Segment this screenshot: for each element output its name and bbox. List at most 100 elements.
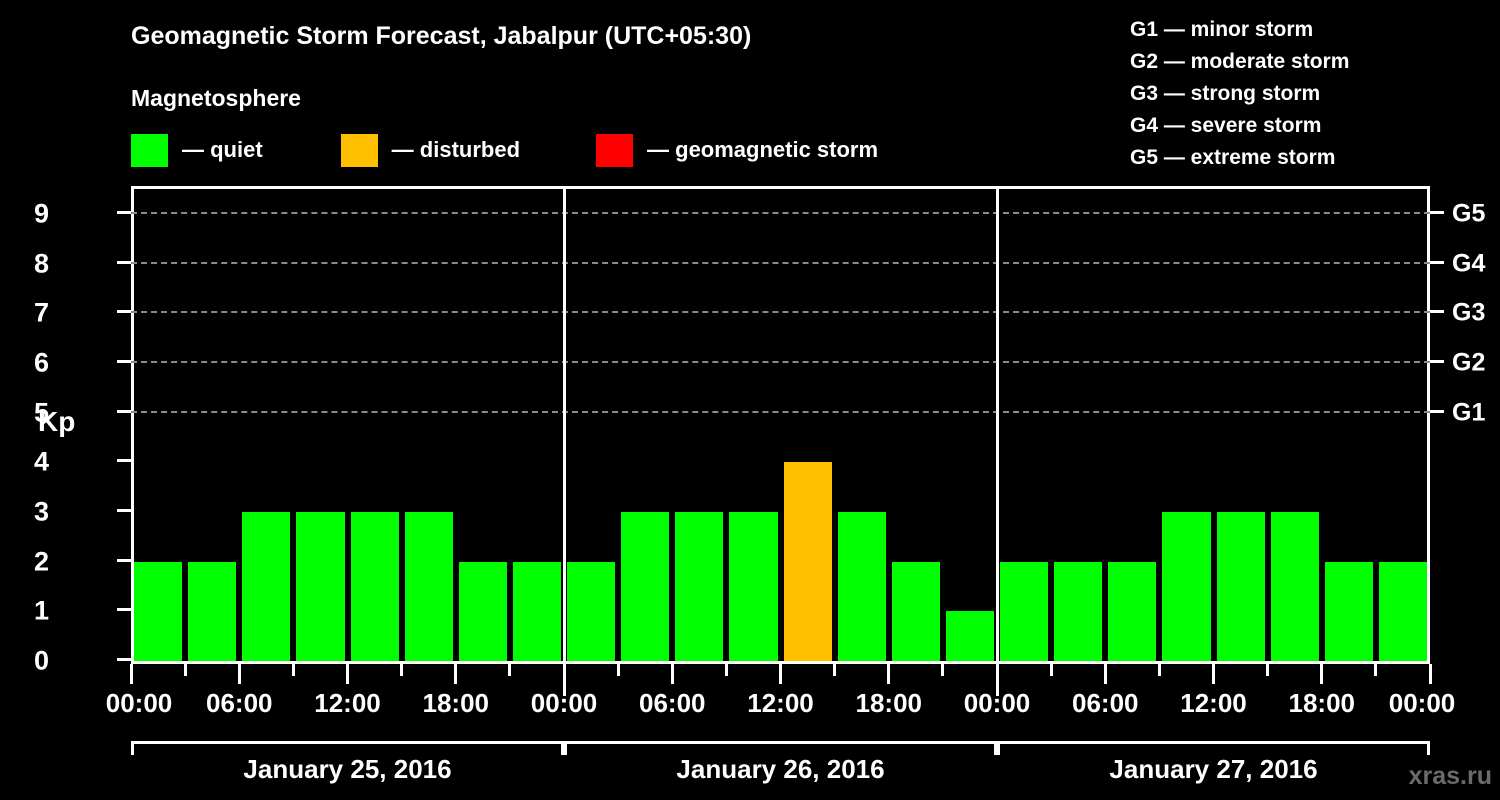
bar xyxy=(1162,511,1211,661)
day-divider-1 xyxy=(562,186,566,664)
x-label-0: 00:00 xyxy=(105,688,173,718)
bar xyxy=(1054,561,1103,661)
x-tick-5 xyxy=(400,664,404,676)
x-tick-3 xyxy=(291,664,295,676)
y-label-8: 8 xyxy=(33,248,49,279)
legend-label-quiet: — quiet xyxy=(182,137,263,162)
y-tick-7 xyxy=(117,310,131,314)
bar xyxy=(1270,511,1319,661)
g-scale-line-3: G3 — strong storm xyxy=(1130,82,1321,105)
y-tick-9 xyxy=(117,210,131,214)
bar xyxy=(1108,561,1157,661)
right-tick-G5 xyxy=(1430,210,1444,214)
bar-series xyxy=(131,186,1430,664)
bar xyxy=(188,561,237,661)
bar xyxy=(458,561,507,661)
magnetosphere-label: Magnetosphere xyxy=(131,85,301,111)
bar xyxy=(891,561,940,661)
right-label-G2: G2 xyxy=(1452,348,1486,377)
g-scale-line-2: G2 — moderate storm xyxy=(1130,50,1350,73)
bar xyxy=(134,561,183,661)
y-label-9: 9 xyxy=(33,198,49,229)
legend-item-quiet: — quiet xyxy=(131,133,263,167)
gridline-kp-9 xyxy=(131,211,1430,214)
bar xyxy=(945,611,994,661)
legend-swatch-quiet xyxy=(131,133,168,167)
x-label-9: 06:00 xyxy=(1072,688,1139,718)
right-tick-G2 xyxy=(1430,359,1444,363)
x-tick-1 xyxy=(183,664,187,676)
bar xyxy=(675,511,724,661)
x-tick-0 xyxy=(129,664,133,684)
x-label-11: 18:00 xyxy=(1288,688,1356,718)
bar xyxy=(1000,561,1049,661)
legend-label-disturbed: — disturbed xyxy=(391,137,521,162)
y-tick-4 xyxy=(117,459,131,463)
right-label-G4: G4 xyxy=(1452,249,1486,278)
x-tick-23 xyxy=(1374,664,1378,676)
y-label-4: 4 xyxy=(33,446,49,477)
bar xyxy=(729,511,778,661)
x-label-5: 06:00 xyxy=(639,688,706,718)
date-band-line-3 xyxy=(997,741,1430,744)
x-tick-10 xyxy=(670,664,674,684)
bar xyxy=(837,511,886,661)
bar xyxy=(1324,561,1373,661)
x-tick-12 xyxy=(779,664,782,684)
legend-swatch-disturbed xyxy=(340,133,378,167)
x-tick-24 xyxy=(1428,664,1432,684)
y-tick-1 xyxy=(117,608,131,612)
date-band-line-1 xyxy=(131,741,564,744)
right-label-G3: G3 xyxy=(1452,298,1486,327)
date-band-line-2 xyxy=(564,741,997,744)
bar xyxy=(242,511,291,661)
x-label-6: 12:00 xyxy=(747,688,814,718)
gridline-kp-7 xyxy=(131,311,1430,314)
date-label-1: January 25, 2016 xyxy=(243,754,452,784)
y-axis-title: Kp xyxy=(38,406,76,437)
gridline-kp-5 xyxy=(131,410,1430,413)
x-tick-16 xyxy=(995,664,999,696)
x-tick-22 xyxy=(1320,664,1324,684)
gridline-kp-6 xyxy=(131,360,1430,363)
y-tick-2 xyxy=(117,558,131,562)
g-scale-legend: G1 — minor storm G2 — moderate storm G3 — … xyxy=(1066,14,1486,174)
right-tick-G3 xyxy=(1430,310,1444,314)
legend-label-storm: — geomagnetic storm xyxy=(647,137,879,162)
plot-frame xyxy=(131,186,1430,664)
right-tick-G4 xyxy=(1430,260,1444,264)
x-label-8: 00:00 xyxy=(963,688,1031,718)
right-tick-G1 xyxy=(1430,409,1444,413)
y-label-2: 2 xyxy=(33,546,49,577)
y-label-3: 3 xyxy=(33,496,49,527)
x-tick-13 xyxy=(833,664,837,676)
bar xyxy=(404,511,453,661)
legend-item-disturbed: — disturbed xyxy=(340,133,521,167)
y-label-7: 7 xyxy=(33,297,49,328)
x-label-1: 06:00 xyxy=(206,688,273,718)
x-tick-19 xyxy=(1157,664,1161,676)
x-tick-18 xyxy=(1103,664,1107,684)
right-label-G5: G5 xyxy=(1452,199,1486,228)
date-label-2: January 26, 2016 xyxy=(676,754,885,784)
x-label-3: 18:00 xyxy=(422,688,490,718)
x-tick-11 xyxy=(724,664,728,676)
x-label-12: 00:00 xyxy=(1388,688,1456,718)
y-label-0: 0 xyxy=(33,645,49,676)
date-band-cap xyxy=(994,741,997,755)
x-tick-15 xyxy=(941,664,945,676)
x-tick-20 xyxy=(1212,664,1215,684)
bar xyxy=(1378,561,1427,661)
date-band-cap xyxy=(564,741,567,755)
x-tick-4 xyxy=(346,664,349,684)
x-label-10: 12:00 xyxy=(1180,688,1247,718)
date-band-cap xyxy=(561,741,564,755)
legend-swatch-storm xyxy=(596,133,634,167)
bar xyxy=(783,462,832,661)
y-tick-5 xyxy=(117,409,131,413)
date-band-cap xyxy=(1427,741,1430,755)
bar xyxy=(567,561,616,661)
right-label-G1: G1 xyxy=(1452,398,1486,427)
y-tick-8 xyxy=(117,260,131,264)
date-label-3: January 27, 2016 xyxy=(1109,754,1318,784)
